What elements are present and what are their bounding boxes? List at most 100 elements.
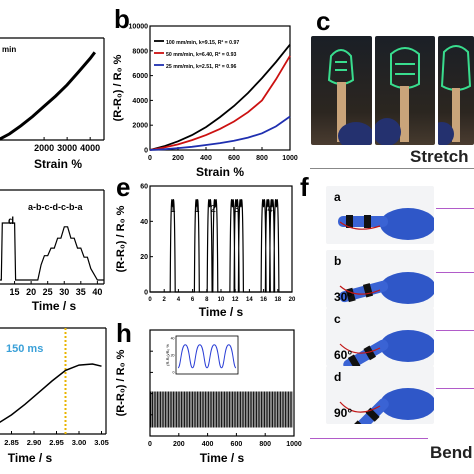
series-line (0, 222, 104, 281)
y-axis-title: (R-R₀) / R₀ % (115, 205, 127, 272)
x-tick-label: 40 (92, 287, 102, 297)
group-label-3: 3 (234, 204, 240, 215)
x-tick-label: 2000 (34, 143, 54, 153)
y-tick-label: 0 (144, 290, 148, 297)
response-time-label: 150 ms (6, 343, 43, 355)
inset-y-axis-title: (R-R₀)/R₀ % (165, 344, 170, 366)
stretch-photo-3 (438, 36, 474, 145)
inset-y-tick-label: 0 (173, 371, 175, 375)
x-tick-label: 15 (10, 287, 20, 297)
cycle-band (150, 391, 293, 428)
y-tick-label: 8000 (132, 48, 148, 55)
chart-g-partial: 2.85 2.90 2.95 3.00 3.05 Time / s 150 ms (0, 327, 109, 465)
x-tick-label: 400 (200, 155, 212, 162)
x-tick-label: 0 (148, 155, 152, 162)
panel-label-e: e (116, 172, 131, 202)
y-tick-label: 10000 (129, 24, 149, 31)
inset-y-tick-label: 40 (171, 337, 175, 341)
x-tick-label: 800 (259, 441, 271, 448)
x-tick-label: 35 (76, 287, 86, 297)
x-tick-label: 1000 (286, 441, 302, 448)
x-tick-label: 3.05 (94, 438, 109, 447)
x-axis-title: Time / s (32, 299, 77, 313)
y-tick-label: 0 (144, 148, 148, 155)
series-line (149, 44, 291, 151)
x-tick-label: 2.90 (27, 438, 42, 447)
x-tick-label: 2.85 (4, 438, 19, 447)
x-tick-label: 20 (26, 287, 36, 297)
y-tick-label: 2000 (132, 123, 148, 130)
group-label-1: 1 (194, 204, 200, 215)
x-tick-label: 10 (218, 297, 225, 303)
x-axis-title: Time / s (200, 451, 245, 465)
x-tick-label: 600 (231, 441, 243, 448)
bend-guide-line (436, 388, 474, 389)
y-tick-label: 20 (140, 254, 148, 261)
series-line (0, 51, 96, 141)
plot-frame (149, 25, 291, 151)
annotation-sequence: a-b-c-d-c-b-a (28, 202, 83, 212)
y-axis-title: (R-R₀) / R₀ % (112, 54, 124, 121)
series-line (0, 363, 102, 424)
series-line (150, 199, 292, 293)
panel-label-h: h (116, 318, 132, 348)
x-tick-label: 4 (177, 297, 181, 303)
panel-label-f: f (300, 172, 309, 202)
bend-photo-letter-c: c (334, 312, 341, 326)
inset-y-tick-label: 20 (171, 354, 175, 358)
x-tick-label: 8 (205, 297, 209, 303)
group-label-4: 4 (267, 204, 273, 215)
x-tick-label: 600 (228, 155, 240, 162)
x-tick-label: 2.95 (49, 438, 64, 447)
x-tick-label: 0 (148, 441, 152, 448)
bend-photo-letter-a: a (334, 190, 341, 204)
x-tick-label: 6 (191, 297, 195, 303)
x-tick-label: 1000 (282, 155, 298, 162)
legend-entry: 50 mm/min, k=6.40, R² = 0.93 (166, 52, 236, 58)
x-tick-label: 25 (43, 287, 53, 297)
y-tick-label: 60 (140, 184, 148, 191)
x-tick-label: 400 (202, 441, 214, 448)
group-label-1: 1 (170, 204, 176, 215)
y-tick-label: 4000 (132, 98, 148, 105)
bend-guide-line (436, 272, 474, 273)
series-line (149, 115, 291, 151)
panel-label-c: c (316, 6, 331, 36)
inset-series-line (177, 344, 237, 369)
panel-label-b: b (114, 4, 130, 34)
bend-angle-b: 30° (334, 290, 353, 304)
legend-entry: 100 mm/min, k=9.15, R² = 0.97 (166, 40, 239, 46)
legend-fragment: min (2, 45, 16, 54)
x-axis-title: Time / s (199, 305, 244, 319)
x-tick-label: 12 (232, 297, 239, 303)
x-axis-title: Strain % (34, 157, 82, 171)
bend-label: Bend (430, 443, 473, 462)
bend-angle-c: 60° (334, 348, 353, 362)
stretch-separator-line (310, 168, 474, 169)
y-tick-label: 40 (140, 219, 148, 226)
annotation-d: d (8, 216, 14, 227)
legend-entry: 25 mm/min, k=2.51, R² = 0.96 (166, 64, 236, 70)
plot-frame (149, 329, 295, 437)
chart-b-strain-response: 0 200 400 600 800 10000200040006000800010000S… (112, 24, 298, 180)
bend-angle-d: 90° (334, 406, 353, 420)
bend-photo-c (326, 308, 434, 366)
x-tick-label: 30 (59, 287, 69, 297)
bend-photo-a (326, 186, 434, 244)
x-tick-label: 0 (148, 297, 152, 303)
x-tick-label: 800 (256, 155, 268, 162)
stretch-photo-2 (375, 36, 435, 145)
x-tick-label: 4000 (80, 143, 100, 153)
chart-d-partial: 15 20 25 30 35 40 Time / s d a-b-c-d-c-b-a (0, 189, 105, 313)
x-tick-label: 2 (163, 297, 167, 303)
y-tick-label: 6000 (132, 73, 148, 80)
x-tick-label: 3000 (57, 143, 77, 153)
x-tick-label: 3.00 (72, 438, 87, 447)
x-tick-label: 20 (289, 297, 296, 303)
bend-guide-line (436, 330, 474, 331)
x-tick-label: 16 (260, 297, 267, 303)
chart-a-partial: min 2000 3000 4000 Strain % (0, 37, 105, 171)
bend-photo-b (326, 250, 434, 308)
